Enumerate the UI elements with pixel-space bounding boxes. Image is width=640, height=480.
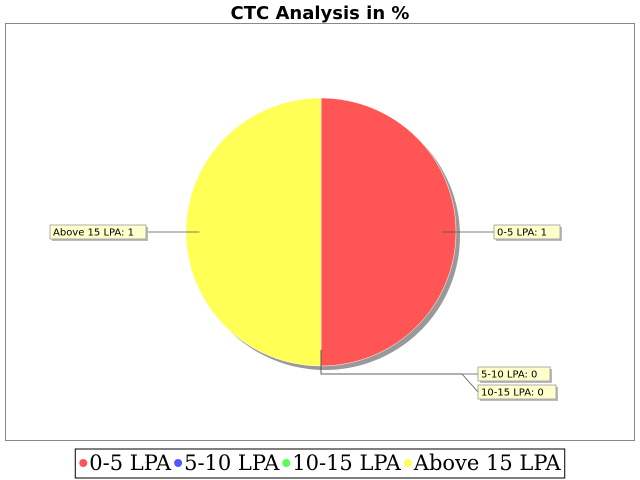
slice-label-above-15-lpa: Above 15 LPA: 1 (49, 224, 200, 241)
label-box (49, 224, 147, 240)
legend: 0-5 LPA 5-10 LPA 10-15 LPA Above 15 LPA (74, 448, 566, 479)
legend-item-5-10-lpa: 5-10 LPA (174, 451, 280, 475)
slice-label-0-5-lpa: 0-5 LPA: 1 (442, 224, 562, 241)
label-text: 0-5 LPA: 1 (497, 228, 547, 239)
label-box (493, 224, 561, 240)
label-text: 5-10 LPA: 0 (481, 370, 537, 381)
legend-swatch (282, 459, 291, 467)
legend-item-above-15-lpa: Above 15 LPA (403, 451, 562, 475)
slice-label-10-15-lpa: 10-15 LPA: 0 (320, 349, 558, 401)
legend-box (74, 448, 566, 479)
pie-slices (185, 97, 460, 370)
legend-swatch (174, 459, 183, 467)
legend-swatch (403, 459, 412, 467)
slice-labels: 0-5 LPA: 1 5-10 LPA: 0 10-15 LPA: 0 Above 1… (49, 224, 562, 401)
legend-label: Above 15 LPA (413, 451, 562, 475)
label-text: 10-15 LPA: 0 (481, 388, 544, 399)
legend-label: 0-5 LPA (89, 451, 172, 475)
legend-item-0-5-lpa: 0-5 LPA (79, 451, 172, 475)
leader-line (320, 349, 479, 393)
chart-title: CTC Analysis in % (231, 3, 410, 24)
label-box (477, 366, 551, 382)
legend-label: 10-15 LPA (292, 451, 401, 475)
label-box (477, 384, 557, 400)
label-text: Above 15 LPA: 1 (53, 228, 134, 239)
legend-label: 5-10 LPA (184, 451, 280, 475)
legend-item-10-15-lpa: 10-15 LPA (282, 451, 402, 475)
legend-swatch (79, 459, 88, 467)
